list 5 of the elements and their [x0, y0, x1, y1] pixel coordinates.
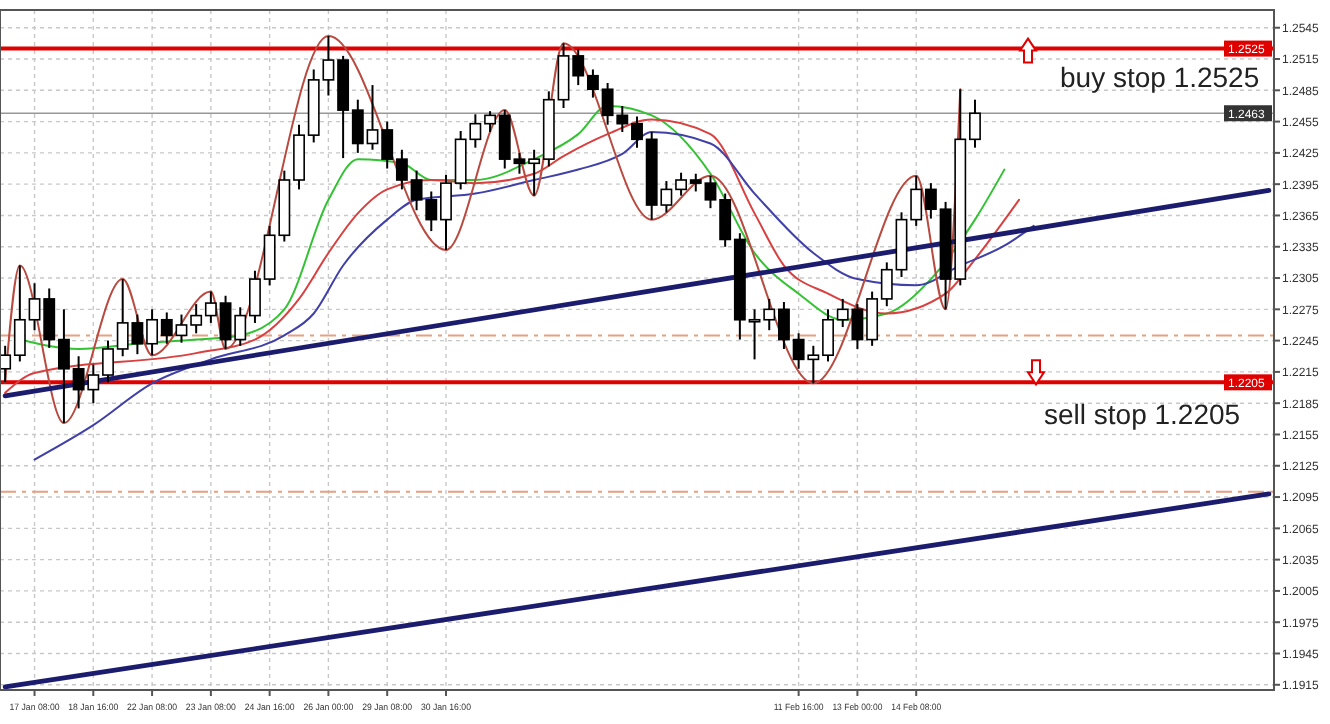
annotation: sell stop 1.2205 [1044, 398, 1241, 431]
annotation: buy stop 1.2525 [1060, 60, 1260, 93]
line-series [4, 118, 1021, 394]
line-series [4, 35, 962, 425]
line-series [33, 131, 1035, 461]
